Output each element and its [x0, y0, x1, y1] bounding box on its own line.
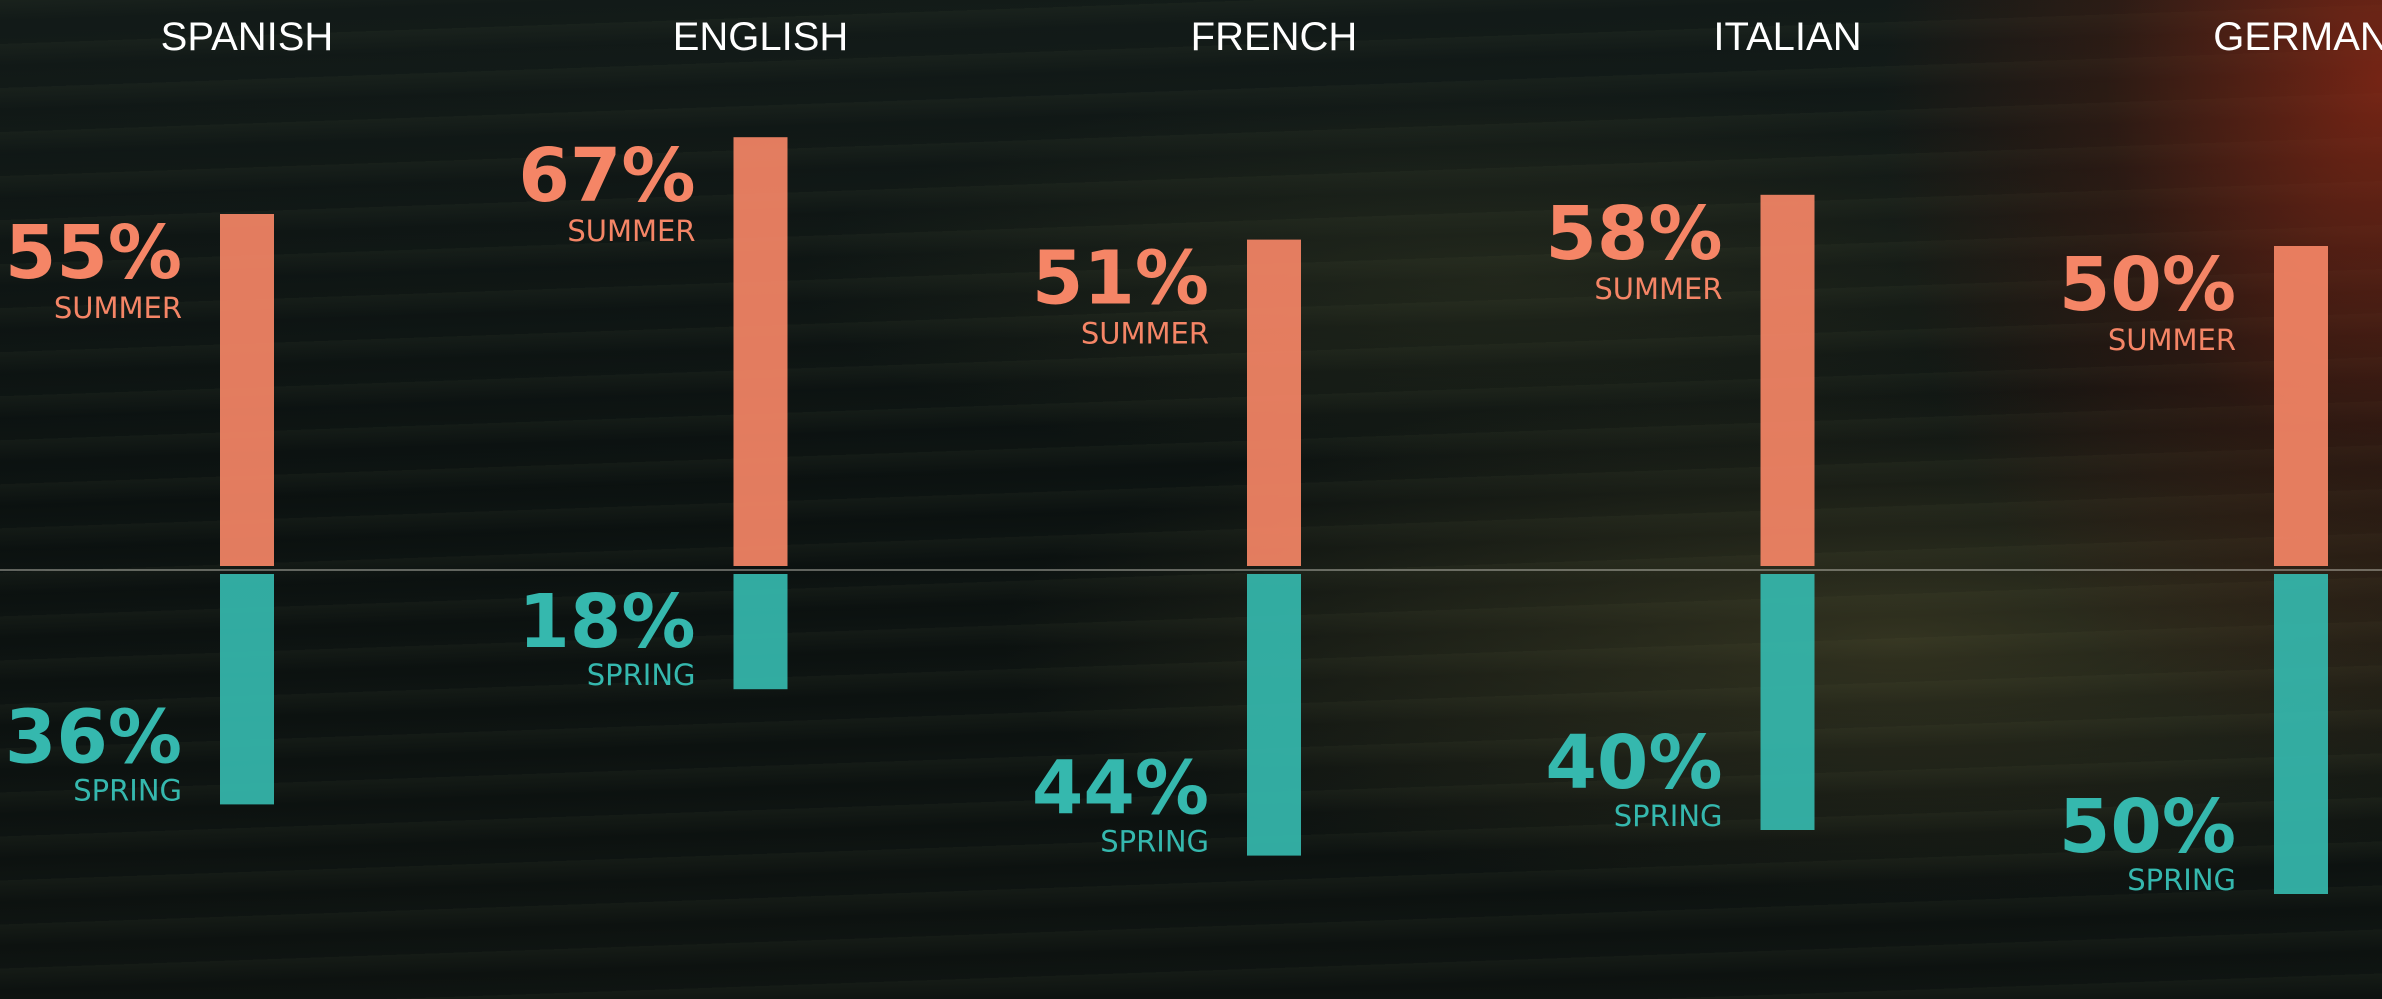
bar: [1247, 574, 1301, 856]
bar: [2274, 574, 2328, 894]
value-label: 44%: [1032, 746, 1209, 832]
chart: SPANISH55%SUMMER36%SPRINGENGLISH67%SUMME…: [0, 0, 2382, 999]
series-label: SPRING: [73, 773, 182, 807]
value-label: 50%: [2059, 242, 2236, 328]
value-label: 36%: [5, 694, 182, 780]
series-label: SUMMER: [2108, 323, 2236, 357]
category-label: GERMAN: [2213, 15, 2382, 59]
series-label: SUMMER: [567, 214, 695, 248]
bar: [2274, 246, 2328, 566]
series-label: SUMMER: [1081, 317, 1209, 351]
series-label: SUMMER: [1594, 272, 1722, 306]
category-label: ITALIAN: [1713, 15, 1861, 59]
bar: [1761, 574, 1815, 830]
bar: [1761, 195, 1815, 566]
chart-page: SPANISH55%SUMMER36%SPRINGENGLISH67%SUMME…: [0, 0, 2382, 999]
value-label: 55%: [5, 210, 182, 296]
value-label: 18%: [518, 579, 695, 665]
series-label: SUMMER: [54, 291, 182, 325]
bar: [220, 574, 274, 804]
series-label: SPRING: [1100, 825, 1209, 859]
bar: [1247, 240, 1301, 566]
value-label: 58%: [1545, 191, 1722, 277]
value-label: 50%: [2059, 784, 2236, 870]
value-label: 67%: [518, 133, 695, 219]
value-label: 51%: [1032, 236, 1209, 322]
value-label: 40%: [1545, 720, 1722, 806]
series-label: SPRING: [2127, 863, 2236, 897]
bar: [220, 214, 274, 566]
category-label: ENGLISH: [673, 15, 849, 59]
series-label: SPRING: [1614, 799, 1723, 833]
bar: [734, 574, 788, 689]
category-label: SPANISH: [161, 15, 334, 59]
series-label: SPRING: [587, 658, 696, 692]
category-label: FRENCH: [1191, 15, 1358, 59]
bar: [734, 137, 788, 566]
